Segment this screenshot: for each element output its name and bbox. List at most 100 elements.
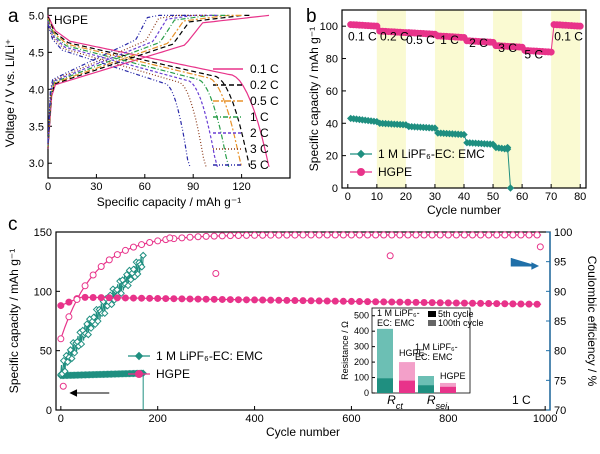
ce-point (428, 231, 436, 239)
x-tick-label: 30 (90, 181, 102, 193)
data-point (576, 22, 584, 30)
x-tick-label: 0 (345, 191, 351, 203)
inset-legend-swatch (428, 320, 436, 326)
ce-point (509, 231, 517, 239)
charge-curve-4 (47, 14, 218, 145)
capacity-point (372, 298, 380, 306)
y-tick-label: 4.0 (29, 84, 44, 96)
ce-point (84, 330, 92, 339)
inset-bar-5th (440, 386, 456, 393)
capacity-point (97, 294, 105, 302)
inset-group-label: HGPE (399, 348, 425, 358)
data-point (506, 184, 515, 192)
panel-b-letter: b (306, 6, 317, 27)
rate-label: 5 C (524, 48, 543, 62)
ce-point (186, 233, 194, 241)
y2-tick-label: 80 (554, 346, 566, 358)
discharge-curve-4 (47, 21, 218, 168)
y-tick-label: 40 (326, 118, 338, 130)
ce-point (444, 231, 452, 239)
charge-curve-3 (47, 14, 229, 146)
capacity-point (81, 293, 89, 301)
legend-entry: HGPE (378, 165, 412, 179)
x-tick-label: 200 (149, 413, 167, 425)
inset-bar-5th (418, 385, 434, 393)
y2-tick-label: 95 (554, 257, 566, 269)
inset-category-label: Rct (387, 393, 403, 411)
data-point (460, 130, 468, 139)
ce-point (68, 354, 76, 363)
ce-point (90, 313, 98, 321)
legend-entry: 1 M LiPF₆-EC: EMC (378, 147, 485, 161)
ce-point (121, 246, 129, 254)
inset-bar-5th (377, 378, 393, 393)
y-tick-label: 60 (326, 86, 338, 98)
capacity-point (404, 298, 412, 306)
x-tick-label: 600 (342, 413, 360, 425)
discharge-curve-0 (47, 15, 270, 168)
capacity-point (146, 294, 154, 302)
ce-point (89, 271, 97, 279)
capacity-point (154, 294, 162, 302)
y-tick-label: 3.5 (29, 121, 44, 133)
capacity-point (339, 297, 347, 305)
capacity-point (299, 297, 307, 305)
capacity-point (194, 295, 202, 303)
discharge-curve-3 (47, 19, 230, 168)
panel-a-letter: a (8, 6, 19, 27)
capacity-point (242, 296, 250, 304)
ce-point (436, 231, 444, 239)
capacity-point (412, 298, 420, 306)
ce-point (73, 295, 81, 303)
capacity-point (364, 298, 372, 306)
y-tick-label: 20 (326, 151, 338, 163)
capacity-point (121, 294, 129, 302)
capacity-point (315, 297, 323, 305)
ce-point (267, 231, 275, 239)
rate-label: 0.1 C (554, 30, 583, 44)
ce-point (477, 231, 485, 239)
inset-category-subscript: ct (396, 401, 404, 411)
panel-b-chart: 0 10 20 30 40 50 60 70 80 0 20 40 60 80 100 Cycle numbe… (307, 9, 587, 217)
capacity-point (218, 295, 226, 303)
capacity-point (259, 296, 267, 304)
legend-marker (356, 149, 366, 159)
ce-point (133, 270, 142, 278)
ce-point (194, 233, 202, 241)
capacity-point (89, 293, 97, 301)
capacity-point (493, 300, 501, 308)
capacity-point (113, 294, 121, 302)
capacity-point (275, 296, 283, 304)
capacity-point (291, 297, 299, 305)
x-tick-label: 60 (139, 181, 151, 193)
y-tick-label: 0 (332, 183, 338, 195)
ce-point (178, 234, 186, 242)
legend-entry: 0.1 C (250, 62, 279, 76)
capacity-point (138, 294, 146, 302)
capacity-point (234, 296, 242, 304)
legend-marker (357, 168, 365, 176)
x-tick-label: 120 (232, 181, 250, 193)
capacity-point (323, 297, 331, 305)
outlier-point (386, 252, 394, 260)
y-tick-label: 100 (320, 21, 338, 33)
x-axis-label: Cycle number (427, 203, 501, 217)
charge-curve-1 (47, 14, 250, 148)
capacity-point (307, 297, 315, 305)
ce-point (469, 231, 477, 239)
ce-point (105, 256, 113, 264)
capacity-point (170, 295, 178, 303)
ce-point (388, 231, 396, 239)
capacity-point (396, 298, 404, 306)
ce-point (81, 282, 89, 290)
rate-label: 0.1 C (348, 30, 377, 44)
ce-point (57, 335, 65, 343)
capacity-point (525, 300, 533, 308)
ce-point (101, 309, 109, 318)
ce-point (129, 243, 137, 251)
legend-marker (135, 370, 143, 378)
data-point (431, 124, 439, 132)
y-tick-label: 80 (326, 54, 338, 66)
capacity-point (444, 299, 452, 307)
